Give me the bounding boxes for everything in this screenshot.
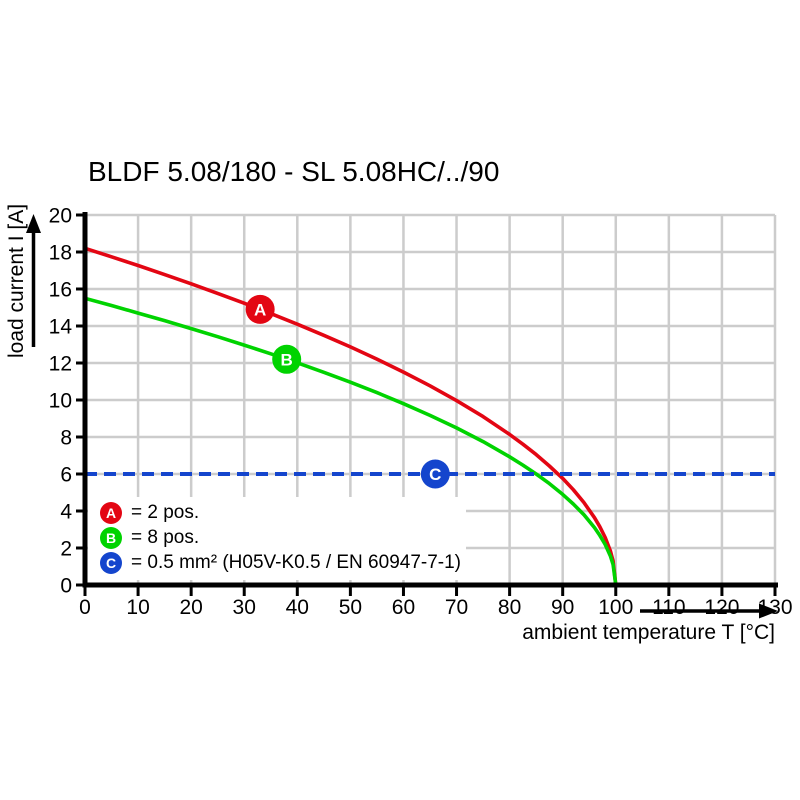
y-tick-label: 14 [49, 316, 73, 339]
x-tick-label: 30 [233, 596, 256, 619]
marker-A-letter: A [254, 300, 266, 319]
legend-item-b: B = 8 pos. [88, 526, 466, 550]
y-tick-label: 10 [49, 390, 72, 413]
marker-C-icon [420, 459, 450, 489]
x-tick-label: 60 [392, 596, 415, 619]
legend-label-c: = 0.5 mm² (H05V-K0.5 / EN 60947-7-1) [131, 552, 462, 573]
marker-A-icon [245, 294, 275, 324]
y-axis-arrow-icon [26, 214, 41, 347]
legend-label-b: = 8 pos. [131, 527, 200, 548]
y-tick-label: 4 [60, 501, 72, 524]
legend-item-c: C = 0.5 mm² (H05V-K0.5 / EN 60947-7-1) [88, 551, 466, 575]
legend: A = 2 pos. B = 8 pos. C = 0.5 mm² (H05V-… [88, 497, 466, 580]
x-tick-label: 110 [652, 596, 685, 619]
x-tick-label: 100 [598, 596, 633, 619]
legend-marker-c-icon: C [100, 552, 122, 574]
legend-marker-a-icon: A [100, 502, 122, 524]
y-tick-label: 18 [49, 242, 72, 265]
y-tick-label: 0 [60, 575, 72, 598]
x-tick-label: 120 [704, 596, 739, 619]
x-tick-label: 20 [179, 596, 202, 619]
legend-marker-a-letter: A [105, 505, 117, 521]
legend-marker-b-letter: B [105, 530, 117, 546]
y-tick-label: 2 [60, 538, 72, 561]
x-tick-label: 0 [79, 596, 91, 619]
x-axis-label: ambient temperature T [°C] [522, 621, 775, 644]
y-tick-label: 16 [49, 279, 72, 302]
x-tick-label: 70 [445, 596, 468, 619]
page-title: BLDF 5.08/180 - SL 5.08HC/../90 [88, 156, 500, 187]
legend-label-a: = 2 pos. [131, 502, 200, 523]
x-tick-label: 10 [126, 596, 149, 619]
legend-item-a: A = 2 pos. [88, 501, 466, 525]
marker-B-icon [272, 344, 302, 374]
x-axis-arrow-icon [640, 603, 778, 619]
y-tick-label: 12 [49, 353, 72, 376]
marker-B-letter: B [281, 350, 293, 369]
legend-marker-c-letter: C [105, 555, 117, 571]
curve-B [83, 296, 618, 587]
x-tick-label: 80 [498, 596, 521, 619]
x-tick-label: 40 [286, 596, 309, 619]
curve-A [83, 246, 618, 587]
y-tick-label: 6 [60, 464, 72, 487]
y-axis-label: load current I [A] [5, 204, 28, 358]
legend-marker-b-icon: B [100, 527, 122, 549]
x-tick-label: 50 [339, 596, 362, 619]
y-tick-label: 8 [60, 427, 72, 450]
y-tick-label: 20 [49, 205, 72, 228]
marker-C-letter: C [429, 465, 441, 484]
x-tick-label: 90 [551, 596, 574, 619]
